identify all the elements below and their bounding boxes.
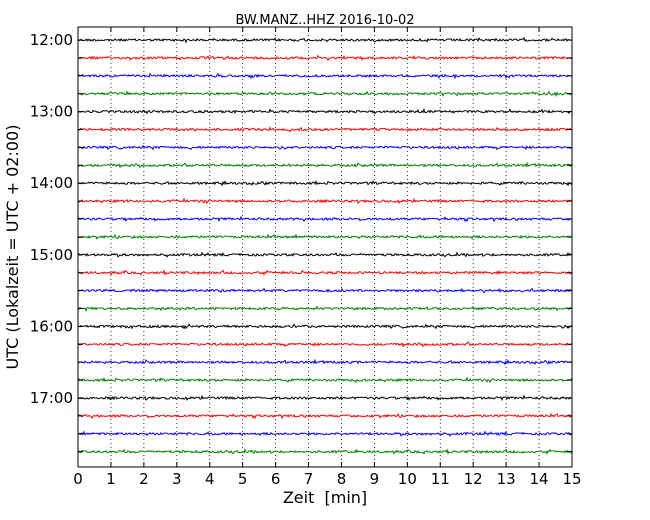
trace-line-14 <box>77 287 573 294</box>
trace-line-17 <box>77 341 573 348</box>
x-tick-label-0: 0 <box>73 470 83 488</box>
y-tick-label-3: 15:00 <box>30 246 73 264</box>
trace-line-4 <box>77 107 573 115</box>
trace-line-10 <box>77 215 573 223</box>
x-tick-label-4: 4 <box>205 470 215 488</box>
trace-line-13 <box>77 269 573 276</box>
x-tick-label-5: 5 <box>238 470 248 488</box>
y-axis: 12:00 13:00 14:00 15:00 16:00 17:00 <box>30 31 572 453</box>
trace-line-1 <box>77 54 573 61</box>
trace-line-19 <box>77 376 573 384</box>
x-tick-label-2: 2 <box>139 470 149 488</box>
trace-line-0 <box>77 36 573 44</box>
x-tick-label-14: 14 <box>530 470 549 488</box>
trace-line-15 <box>77 305 573 312</box>
trace-line-21 <box>77 412 573 420</box>
y-tick-label-1: 13:00 <box>30 103 73 121</box>
x-tick-label-1: 1 <box>106 470 116 488</box>
trace-line-8 <box>77 180 573 187</box>
y-tick-label-0: 12:00 <box>30 31 73 49</box>
trace-line-23 <box>77 448 573 455</box>
trace-line-9 <box>77 197 573 205</box>
x-tick-label-10: 10 <box>398 470 417 488</box>
x-tick-label-3: 3 <box>172 470 182 488</box>
seismogram-traces <box>77 36 573 455</box>
x-tick-label-7: 7 <box>304 470 314 488</box>
trace-line-11 <box>77 233 573 240</box>
trace-line-5 <box>77 126 573 133</box>
trace-line-20 <box>77 394 573 402</box>
trace-line-7 <box>77 161 573 169</box>
trace-line-3 <box>77 90 573 98</box>
x-tick-label-13: 13 <box>497 470 516 488</box>
trace-line-12 <box>77 251 573 259</box>
trace-line-22 <box>77 430 573 438</box>
y-tick-label-5: 17:00 <box>30 389 73 407</box>
trace-line-18 <box>77 358 573 366</box>
trace-line-6 <box>77 144 573 151</box>
y-tick-label-4: 16:00 <box>30 317 73 335</box>
y-axis-label: UTC (Lokalzeit = UTC + 02:00) <box>3 125 22 370</box>
x-tick-label-9: 9 <box>370 470 380 488</box>
trace-line-16 <box>77 323 573 330</box>
chart-title: BW.MANZ..HHZ 2016-10-02 <box>235 13 414 28</box>
plot-frame <box>77 26 573 468</box>
x-tick-label-11: 11 <box>431 470 450 488</box>
y-tick-label-2: 14:00 <box>30 174 73 192</box>
x-axis-label: Zeit [min] <box>283 488 367 507</box>
x-tick-label-15: 15 <box>562 470 581 488</box>
x-tick-label-6: 6 <box>271 470 281 488</box>
trace-line-2 <box>77 72 573 80</box>
x-tick-label-12: 12 <box>464 470 483 488</box>
x-tick-label-8: 8 <box>337 470 347 488</box>
grid-lines <box>110 27 540 467</box>
x-axis: 0 1 2 3 4 5 6 7 8 9 10 11 12 13 14 15 <box>73 27 582 488</box>
